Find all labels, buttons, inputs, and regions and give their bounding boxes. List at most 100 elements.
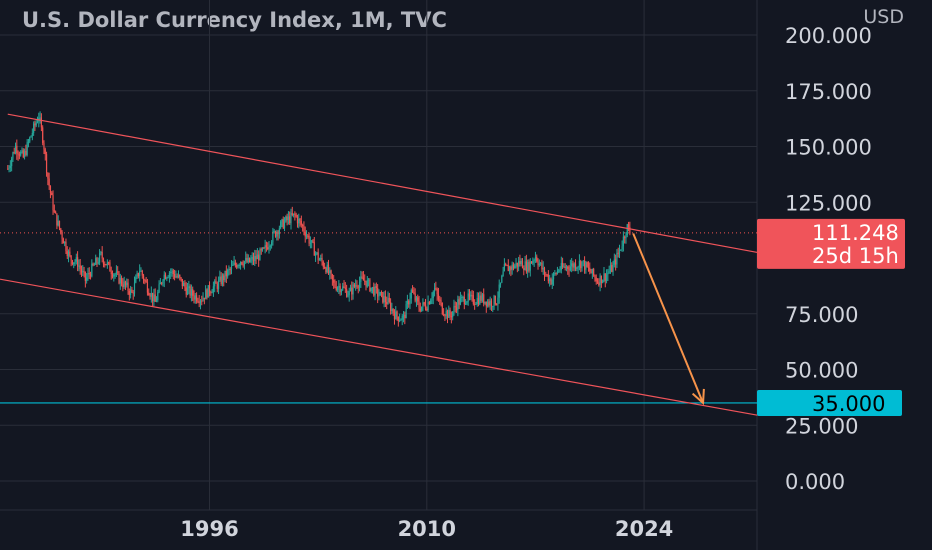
candle-body: [501, 276, 503, 283]
last-price-badge-bg: [757, 218, 905, 269]
candle-body: [313, 242, 315, 256]
candle-body: [190, 289, 193, 296]
candle-body: [369, 279, 371, 292]
candle-body: [157, 292, 159, 301]
candle-body: [454, 306, 456, 308]
candle-body: [362, 277, 365, 281]
candle-body: [192, 289, 194, 296]
channel-lower-line[interactable]: [0, 278, 758, 416]
candle-body: [208, 285, 211, 293]
candle-body: [507, 265, 509, 272]
candle-body: [232, 264, 234, 266]
candle-body: [210, 292, 212, 294]
candle-body: [435, 288, 437, 290]
candle-body: [298, 218, 300, 224]
candle-body: [263, 247, 265, 249]
candle-body: [193, 295, 195, 300]
candle-body: [120, 277, 123, 285]
candle-body: [69, 251, 71, 256]
candle-body: [318, 259, 321, 261]
candle-body: [290, 213, 292, 224]
candle-body: [431, 297, 433, 301]
candle-body: [286, 216, 288, 220]
candle-body: [576, 267, 578, 269]
candle-body: [538, 263, 540, 266]
candle-body: [137, 272, 139, 277]
candle-body: [519, 261, 521, 265]
candle-body: [471, 294, 473, 296]
candle-body: [413, 292, 415, 294]
candle-body: [577, 266, 579, 268]
candle-body: [615, 259, 617, 265]
candle-body: [243, 261, 246, 266]
candle-body: [545, 274, 547, 276]
candle-body: [186, 288, 189, 295]
candle-body: [621, 246, 623, 250]
candle-body: [424, 304, 427, 309]
candle-body: [578, 260, 581, 267]
x-tick-label: 1996: [180, 517, 238, 541]
candle-body: [543, 267, 546, 275]
candle-body: [283, 221, 286, 229]
candle-body: [295, 214, 297, 217]
candle-body: [88, 273, 90, 275]
candle-body: [387, 297, 389, 305]
candle-body: [629, 226, 631, 234]
candle-body: [135, 277, 137, 283]
candle-body: [75, 257, 77, 262]
time-axis[interactable]: 1996 2010 2024: [180, 517, 673, 541]
candle-body: [596, 281, 599, 283]
y-tick-label: 75.000: [785, 303, 858, 327]
candle-body: [496, 304, 498, 306]
candle-body: [470, 294, 472, 297]
candle-body: [7, 168, 9, 170]
candle-body: [474, 303, 476, 305]
candle-body: [334, 282, 336, 287]
candle-body: [524, 261, 526, 270]
candle-body: [506, 265, 508, 267]
candle-body: [53, 210, 55, 212]
candle-body: [95, 258, 97, 265]
target-badge-bg: [757, 389, 902, 416]
candle-body: [122, 284, 124, 288]
candle-body: [146, 282, 149, 293]
currency-label: USD: [863, 6, 904, 28]
candle-body: [211, 292, 213, 294]
candle-body: [219, 276, 221, 281]
candle-body: [184, 282, 186, 288]
candle-body: [475, 303, 477, 305]
candle-body: [555, 273, 557, 275]
candle-body: [227, 269, 229, 277]
candle-body: [194, 295, 196, 300]
candle-body: [12, 152, 14, 159]
candle-body: [305, 235, 308, 237]
y-tick-label: 175.000: [785, 80, 872, 104]
candle-body: [242, 264, 244, 266]
price-axis[interactable]: 200.000 175.000 150.000 125.000 75.000 50.000…: [785, 24, 872, 494]
candle-body: [52, 195, 54, 211]
candle-body: [527, 262, 529, 272]
candle-body: [201, 300, 203, 302]
forecast-arrow[interactable]: [632, 233, 704, 404]
candle-body: [259, 249, 261, 261]
candle-body: [111, 274, 114, 277]
candle-body: [98, 253, 101, 263]
candle-body: [168, 273, 171, 278]
candle-body: [382, 292, 384, 303]
candle-body: [65, 241, 67, 252]
candle-body: [195, 295, 198, 302]
candle-body: [547, 274, 549, 282]
candle-body: [591, 268, 593, 274]
candle-body: [417, 297, 419, 302]
candle-body: [379, 292, 381, 296]
candle-body: [47, 172, 49, 179]
candle-body: [233, 262, 235, 265]
candle-body: [289, 216, 291, 224]
channel-upper-line[interactable]: [7, 113, 758, 254]
candle-body: [445, 310, 447, 316]
candle-body: [123, 281, 125, 288]
candle-body: [605, 274, 608, 281]
candle-body: [378, 295, 380, 297]
candle-body: [595, 277, 597, 282]
